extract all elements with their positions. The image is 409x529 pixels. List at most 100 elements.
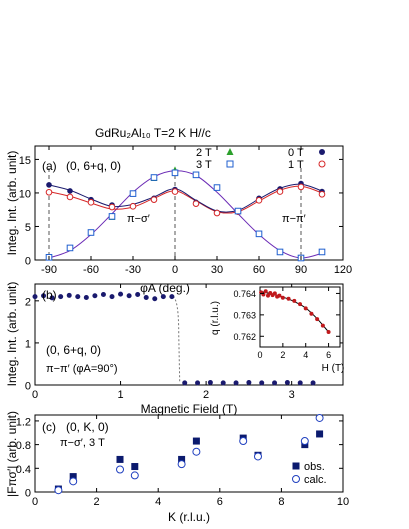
panel-b-y-tick-label: 1 [25,338,31,350]
legend-marker [319,149,325,155]
panel-a-y-ticks: 0 5 10 15 [19,155,343,268]
data-point [171,169,179,177]
panel-c-y-tick-label: 0.4 [16,464,31,476]
data-point [46,182,52,188]
inset-y-tick-label: 0.764 [233,289,256,299]
panel-c-label: (c) [42,420,56,434]
panel-a-y-label: Integ. Int. (arb. unit) [5,151,19,256]
data-point [213,184,221,191]
panel-a-mode-label-2: π−π′ [282,213,306,225]
panel-c-y-tick-label: 1.2 [16,416,31,428]
data-point [318,190,326,198]
panel-b-label: (b) [42,288,57,302]
data-point [310,380,316,386]
panel-c-legend: obs.calc. [292,461,327,486]
panel-c-x-tick-label: 4 [155,496,161,508]
data-point [255,230,263,238]
data-point [178,455,186,463]
data-point [233,380,239,386]
figure-title: GdRu₂Al₁₀ T=2 K H//c [95,126,211,140]
inset-y-ticks: 0.762 0.763 0.764 [233,289,340,342]
data-point [276,188,284,195]
panel-a-x-tick-label: -60 [83,264,99,276]
data-point [49,295,55,301]
inset-x-ticks: 0 2 4 6 [257,287,331,360]
inset-y-tick-label: 0.762 [233,332,256,342]
panel-a-frame [34,145,344,261]
data-point [130,471,139,480]
panel-a-x-ticks: -90 -60 -30 0 30 60 90 120 [41,146,352,276]
data-point [150,196,158,203]
data-point [129,203,137,210]
inset-data-point [303,306,308,311]
panel-a-guide-lines [48,168,302,260]
data-point [297,183,305,191]
inset-data-point [326,330,331,334]
panel-b-x-tick-label: 2 [203,389,209,401]
inset-x-label: H (T) [322,363,345,374]
data-point [87,199,95,206]
data-point [316,430,324,438]
panel-b-x-tick-label: 0 [32,389,38,401]
data-point [152,296,158,302]
data-point [129,190,137,197]
data-point [192,171,200,179]
legend-label: 2 T [196,147,212,159]
inset-data-point [266,293,270,298]
inset-data-point [280,295,285,300]
inset-data-point [292,298,297,303]
data-point [45,188,53,196]
panel-a-x-tick-label: 90 [295,264,307,276]
data-point [108,203,116,211]
panel-b-x-tick-label: 3 [289,389,295,401]
inset-data-point [298,302,302,307]
inset-data-point [263,289,268,294]
data-point [171,188,179,195]
data-point [246,379,252,385]
panel-c-y-tick-label: 0.8 [16,440,31,452]
legend-label: calc. [304,474,327,486]
panel-c-x-tick-label: 0 [32,496,38,508]
data-point [192,447,201,456]
data-point [135,292,141,298]
data-point [150,174,158,181]
inset-data-point [272,291,277,296]
inset-data-point [320,323,325,328]
inset-data-point [309,311,314,316]
panel-a-x-tick-label: -30 [125,264,141,276]
panel-b-frame [34,283,344,386]
panel-a-y-tick-label: 15 [19,155,31,167]
panel-b-points [32,291,316,386]
panel-c: 0 2 4 6 8 10 0 0.4 0.8 1.2 obs.calc. (c) (0, K, … [5,411,349,524]
panel-c-frame [34,414,344,493]
panel-c-annotation: (0, K, 0) [66,420,109,434]
panel-c-points [54,413,324,495]
inset-data-point [286,296,291,301]
data-point [169,294,175,300]
panel-c-x-ticks: 0 2 4 6 8 10 [32,415,349,508]
data-point [116,455,124,463]
panel-c-x-tick-label: 6 [217,496,223,508]
inset-x-tick-label: 6 [326,350,331,360]
legend-marker [292,462,300,470]
panel-a-y-tick-label: 0 [25,256,31,268]
data-point [69,473,77,481]
data-point [66,292,72,298]
panel-b: 0 1 2 3 0 1 2 (b) (0, 6+q, 0) π−π′ (φA=90°) M… [5,282,344,416]
legend-label: 0 T [288,147,304,159]
data-point [239,437,248,446]
panel-a-y-tick-label: 5 [25,222,31,234]
legend-marker [292,475,300,483]
panel-b-x-label: Magnetic Field (T) [141,402,238,416]
panel-c-y-tick-label: 0 [25,488,31,500]
data-point [126,293,132,299]
panel-c-y-ticks: 0 0.4 0.8 1.2 [16,416,343,500]
inset-data-point [277,293,282,298]
data-point [318,248,326,256]
panel-c-x-tick-label: 2 [94,496,100,508]
panel-a-x-tick-label: 60 [253,264,265,276]
panel-a-x-tick-label: 120 [334,264,352,276]
inset-x-tick-label: 4 [303,350,308,360]
